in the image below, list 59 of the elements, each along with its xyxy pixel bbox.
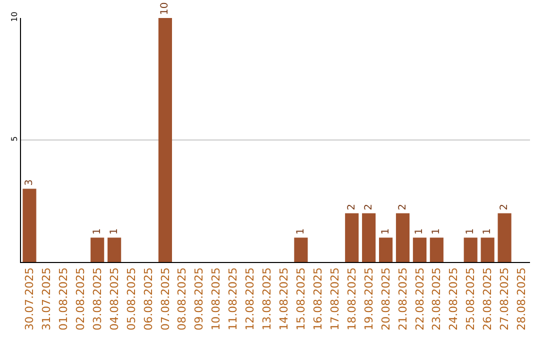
x-tick-label: 10.08.2025: [210, 267, 223, 330]
bar: [108, 238, 122, 262]
data-label: 2: [363, 204, 374, 210]
x-tick-label: 01.08.2025: [56, 267, 70, 330]
data-label: 3: [24, 179, 35, 186]
x-tick-label: 16.08.2025: [311, 267, 324, 330]
bar: [22, 188, 36, 262]
bar: [345, 213, 359, 262]
x-tick-label: 27.08.2025: [498, 267, 512, 330]
x-tick-label: 23.08.2025: [430, 267, 444, 330]
bar: [464, 238, 478, 262]
data-label: 2: [346, 204, 358, 210]
data-label: 1: [380, 228, 392, 235]
data-label: 2: [499, 204, 510, 210]
x-tick-label: 07.08.2025: [158, 267, 172, 330]
bar: [480, 238, 494, 262]
x-tick-label: 26.08.2025: [481, 267, 494, 330]
bar: [379, 238, 393, 262]
bar: [362, 213, 376, 262]
data-label: 1: [295, 228, 306, 235]
x-tick-label: 06.08.2025: [142, 267, 155, 330]
bar: [158, 18, 172, 262]
x-tick-label: 02.08.2025: [74, 267, 87, 330]
x-tick-label: 12.08.2025: [244, 267, 257, 330]
bar: [430, 238, 444, 262]
x-tick-label: 28.08.2025: [515, 267, 528, 330]
bar: [498, 213, 512, 262]
x-tick-label: 30.07.2025: [23, 267, 36, 330]
data-label: 2: [397, 204, 408, 210]
x-tick-label: 05.08.2025: [124, 267, 138, 330]
data-label: 1: [431, 228, 442, 235]
bar: [396, 213, 410, 262]
x-tick-label: 18.08.2025: [345, 267, 358, 330]
x-tick-label: 24.08.2025: [447, 267, 460, 330]
x-tick-label: 20.08.2025: [379, 267, 392, 330]
x-tick-label: 15.08.2025: [294, 267, 308, 330]
bar: [412, 238, 426, 262]
x-tick-label: 04.08.2025: [108, 267, 121, 330]
data-label: 1: [482, 228, 494, 235]
bar: [294, 238, 308, 262]
x-tick-label: 19.08.2025: [362, 267, 376, 330]
x-tick-label: 08.08.2025: [176, 267, 189, 330]
x-tick-label: 13.08.2025: [260, 267, 274, 330]
data-label: 1: [465, 228, 476, 235]
x-tick-label: 31.07.2025: [40, 267, 54, 330]
x-tick-label: 14.08.2025: [278, 267, 291, 330]
y-tick-label: 5: [10, 136, 19, 142]
x-tick-label: 11.08.2025: [226, 267, 240, 330]
data-label: 1: [108, 228, 120, 235]
data-label: 10: [160, 2, 171, 15]
bar: [90, 238, 104, 262]
x-tick-label: 17.08.2025: [328, 267, 342, 330]
data-label: 1: [414, 228, 426, 235]
data-label: 1: [92, 228, 103, 235]
x-tick-label: 22.08.2025: [413, 267, 426, 330]
x-tick-label: 25.08.2025: [464, 267, 478, 330]
x-tick-label: 03.08.2025: [90, 267, 104, 330]
x-tick-label: 09.08.2025: [192, 267, 206, 330]
x-tick-label: 21.08.2025: [396, 267, 410, 330]
